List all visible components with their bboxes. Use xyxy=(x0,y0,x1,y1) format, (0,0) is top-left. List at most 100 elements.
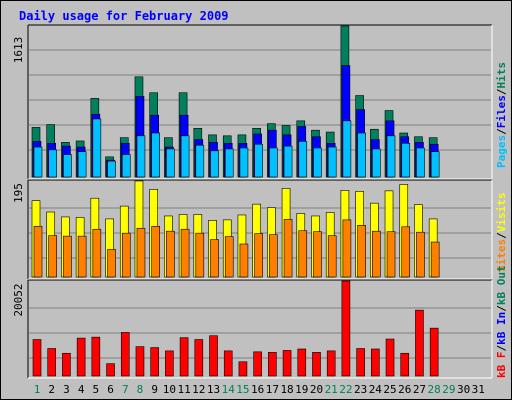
pages-bar-11 xyxy=(180,135,190,178)
pages-bar-4 xyxy=(77,151,87,178)
pages-bar-21 xyxy=(327,146,337,178)
legend-sep-1: / xyxy=(495,128,508,135)
x-tick-label-7: 7 xyxy=(122,383,129,396)
legend-sites: Sites xyxy=(495,239,508,272)
kbf-bar-14 xyxy=(223,350,233,377)
kbf-bar-19 xyxy=(297,348,307,377)
sites-bar-16 xyxy=(254,233,263,278)
pages-bar-8 xyxy=(136,135,146,178)
kbf-bar-24 xyxy=(371,348,380,377)
x-tick-label-20: 20 xyxy=(310,383,323,396)
legend-sep-4: / xyxy=(495,345,508,352)
sites-bar-25 xyxy=(386,231,396,278)
x-tick-label-27: 27 xyxy=(413,383,426,396)
pages-bar-25 xyxy=(386,135,396,178)
bottom-max-label: 20052 xyxy=(12,283,25,316)
legend-kbout: kB Out xyxy=(495,265,508,305)
x-tick-label-18: 18 xyxy=(280,383,293,396)
kbf-bar-21 xyxy=(326,350,336,377)
x-tick-label-23: 23 xyxy=(354,383,367,396)
legend-visits: Visits xyxy=(495,193,508,233)
sites-bar-5 xyxy=(92,228,102,278)
sites-bar-22 xyxy=(342,219,352,278)
x-tick-label-24: 24 xyxy=(369,383,383,396)
legend-kbf: kB F xyxy=(495,352,508,379)
sites-bar-12 xyxy=(195,232,205,278)
pages-bar-24 xyxy=(372,148,381,178)
x-tick-label-16: 16 xyxy=(251,383,264,396)
middle-legend: Sites/Visits xyxy=(495,193,508,273)
x-tick-label-30: 30 xyxy=(457,383,470,396)
pages-bar-22 xyxy=(342,120,352,178)
legend-sep-5: / xyxy=(495,305,508,312)
x-tick-label-5: 5 xyxy=(93,383,100,396)
sites-bar-13 xyxy=(210,239,219,278)
pages-bar-17 xyxy=(269,147,278,178)
kbf-bar-8 xyxy=(135,346,145,377)
kbf-bar-2 xyxy=(47,348,57,377)
sites-bar-10 xyxy=(166,230,175,278)
pages-bar-2 xyxy=(48,149,58,178)
x-tick-label-15: 15 xyxy=(236,383,249,396)
top-legend: Pages/Files/Hits xyxy=(495,62,508,168)
pages-bar-9 xyxy=(151,132,160,178)
pages-bar-26 xyxy=(401,142,411,178)
pages-bar-15 xyxy=(239,147,249,178)
sites-bar-8 xyxy=(136,227,146,278)
pages-bar-5 xyxy=(92,118,102,178)
x-tick-label-19: 19 xyxy=(295,383,308,396)
pages-bar-23 xyxy=(357,132,366,178)
x-tick-label-10: 10 xyxy=(163,383,176,396)
pages-bar-16 xyxy=(254,143,263,178)
x-tick-label-13: 13 xyxy=(207,383,220,396)
sites-bar-1 xyxy=(33,225,43,278)
kbf-bar-9 xyxy=(150,347,159,377)
kbf-bar-27 xyxy=(415,309,424,377)
x-tick-label-6: 6 xyxy=(107,383,114,396)
kbf-bar-5 xyxy=(91,336,101,377)
sites-bar-26 xyxy=(401,226,411,278)
pages-bar-3 xyxy=(63,154,72,178)
pages-bar-27 xyxy=(416,147,425,178)
kbf-bar-23 xyxy=(356,348,365,377)
legend-pages: Pages xyxy=(495,135,508,168)
sites-bar-11 xyxy=(180,228,190,278)
sites-bar-3 xyxy=(63,235,72,278)
x-tick-label-14: 14 xyxy=(222,383,236,396)
x-tick-label-28: 28 xyxy=(428,383,441,396)
x-tick-label-1: 1 xyxy=(34,383,41,396)
x-tick-label-17: 17 xyxy=(266,383,279,396)
kbf-bar-12 xyxy=(194,339,204,377)
sites-bar-2 xyxy=(48,235,58,278)
bottom-legend: kB F/kB In/kB Out xyxy=(495,265,508,378)
top-max-label: 1613 xyxy=(12,37,25,64)
pages-bar-1 xyxy=(33,146,43,178)
sites-bar-18 xyxy=(283,219,293,278)
legend-sep-3: / xyxy=(495,232,508,239)
x-tick-label-29: 29 xyxy=(442,383,455,396)
pages-bar-28 xyxy=(430,151,440,178)
sites-bar-24 xyxy=(372,230,381,278)
sites-bar-15 xyxy=(239,243,249,278)
kbf-bar-16 xyxy=(253,351,262,377)
sites-bar-23 xyxy=(357,225,366,278)
kbf-bar-3 xyxy=(62,352,71,377)
pages-bar-19 xyxy=(298,141,308,178)
kbf-bar-10 xyxy=(165,350,174,377)
sites-bar-7 xyxy=(121,232,131,278)
x-tick-label-8: 8 xyxy=(137,383,144,396)
x-tick-label-26: 26 xyxy=(398,383,411,396)
kbf-bar-26 xyxy=(400,352,410,377)
x-tick-label-2: 2 xyxy=(48,383,55,396)
kbf-bar-20 xyxy=(312,352,321,377)
pages-bar-13 xyxy=(210,150,219,178)
legend-sep-2: / xyxy=(495,88,508,95)
sites-bar-14 xyxy=(224,236,234,278)
pages-bar-18 xyxy=(283,145,293,178)
pages-bar-14 xyxy=(224,148,234,178)
sites-bar-21 xyxy=(327,235,337,278)
kbf-bar-18 xyxy=(282,350,292,377)
kbf-bar-7 xyxy=(120,332,130,377)
x-tick-label-21: 21 xyxy=(325,383,338,396)
